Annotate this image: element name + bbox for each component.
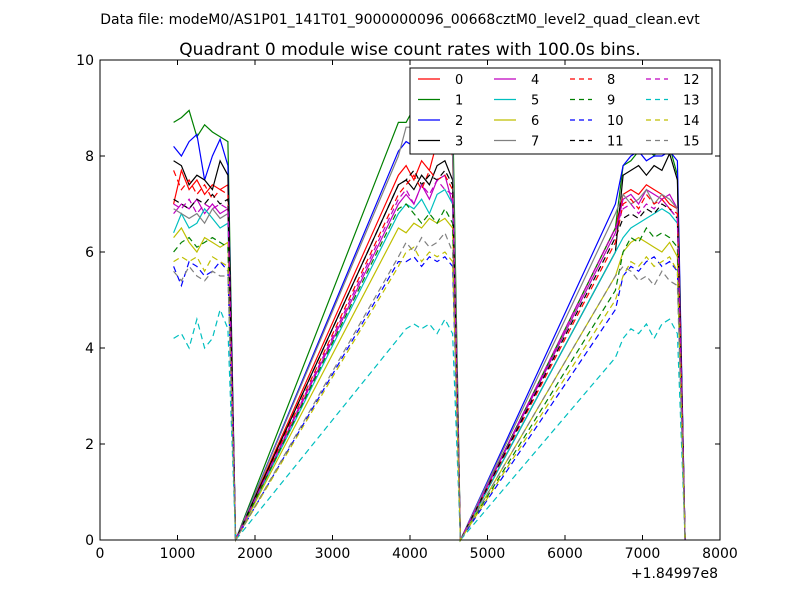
series-line-11 <box>173 169 686 541</box>
legend-box <box>409 67 713 155</box>
y-tick-label: 8 <box>85 149 94 165</box>
x-offset-label: +1.84997e8 <box>631 566 718 582</box>
series-line-9 <box>173 203 686 543</box>
legend-label-12: 12 <box>683 73 700 88</box>
legend-label-0: 0 <box>455 73 463 88</box>
x-tick-label: 4000 <box>392 546 428 562</box>
legend-label-7: 7 <box>531 135 539 150</box>
legend-label-15: 15 <box>683 135 700 150</box>
x-tick-label: 8000 <box>702 546 738 562</box>
legend-label-3: 3 <box>455 135 463 150</box>
chart-suptitle: Data file: modeM0/AS1P01_141T01_90000000… <box>100 12 700 28</box>
series-line-15 <box>173 231 686 543</box>
legend-label-1: 1 <box>455 94 463 109</box>
legend-label-14: 14 <box>683 114 700 129</box>
y-tick-label: 0 <box>85 533 94 549</box>
x-tick-label: 5000 <box>470 546 506 562</box>
series-line-10 <box>173 256 686 543</box>
legend-label-10: 10 <box>607 114 624 129</box>
series-line-14 <box>173 246 686 543</box>
y-tick-label: 2 <box>85 437 94 453</box>
y-tick-label: 6 <box>85 245 94 261</box>
legend-label-2: 2 <box>455 114 463 129</box>
legend-label-13: 13 <box>683 94 700 109</box>
legend-label-9: 9 <box>607 94 615 109</box>
x-tick-label: 7000 <box>625 546 661 562</box>
series-line-6 <box>173 217 686 543</box>
series-line-8 <box>173 169 686 541</box>
x-tick-label: 3000 <box>315 546 351 562</box>
y-tick-label: 10 <box>76 53 94 69</box>
legend-label-8: 8 <box>607 73 615 88</box>
legend-label-6: 6 <box>531 114 539 129</box>
x-tick-label: 1000 <box>160 546 196 562</box>
series-line-13 <box>173 307 686 542</box>
series-line-0 <box>173 130 686 541</box>
series-line-12 <box>173 178 686 541</box>
y-tick-label: 4 <box>85 341 94 357</box>
x-tick-label: 6000 <box>547 546 583 562</box>
series-line-4 <box>173 174 686 541</box>
legend-label-11: 11 <box>607 135 624 150</box>
legend-label-5: 5 <box>531 94 539 109</box>
legend-label-4: 4 <box>531 73 539 88</box>
x-tick-label: 0 <box>96 546 105 562</box>
chart-title: Quadrant 0 module wise count rates with … <box>179 40 640 60</box>
x-tick-label: 2000 <box>237 546 273 562</box>
series-line-5 <box>173 188 686 543</box>
